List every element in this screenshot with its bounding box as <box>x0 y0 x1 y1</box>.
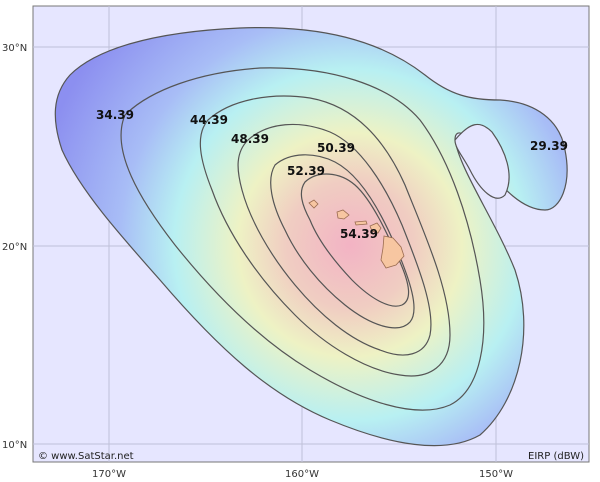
island-oahu <box>336 209 350 220</box>
lon-label-170w: 170°W <box>92 469 126 480</box>
gap-region <box>454 123 510 199</box>
contour-52-39 <box>270 154 415 329</box>
lon-label-150w: 150°W <box>479 469 513 480</box>
label-44-39: 44.39 <box>190 113 228 127</box>
contour-50-39 <box>237 123 432 356</box>
label-52-39: 52.39 <box>287 164 325 178</box>
contour-44-39 <box>120 67 485 411</box>
lat-label-20n: 20°N <box>2 242 27 253</box>
lon-label-160w: 160°W <box>285 469 319 480</box>
label-48-39: 48.39 <box>231 132 269 146</box>
lat-label-30n: 30°N <box>2 43 27 54</box>
label-34-39: 34.39 <box>96 108 134 122</box>
hawaiian-islands <box>308 199 405 269</box>
label-50-39: 50.39 <box>317 141 355 155</box>
island-maui <box>369 222 382 234</box>
unit-label: EIRP (dBW) <box>528 451 584 462</box>
lat-label-10n: 10°N <box>2 440 27 451</box>
contour-48-39 <box>199 95 451 377</box>
contour-54-39 <box>300 173 410 307</box>
island-molokai <box>354 220 368 226</box>
island-kauai <box>308 199 319 209</box>
label-29-39: 29.39 <box>530 139 568 153</box>
copyright-text: © www.SatStar.net <box>38 451 134 462</box>
label-54-39: 54.39 <box>340 227 378 241</box>
island-hawaii <box>380 235 405 269</box>
